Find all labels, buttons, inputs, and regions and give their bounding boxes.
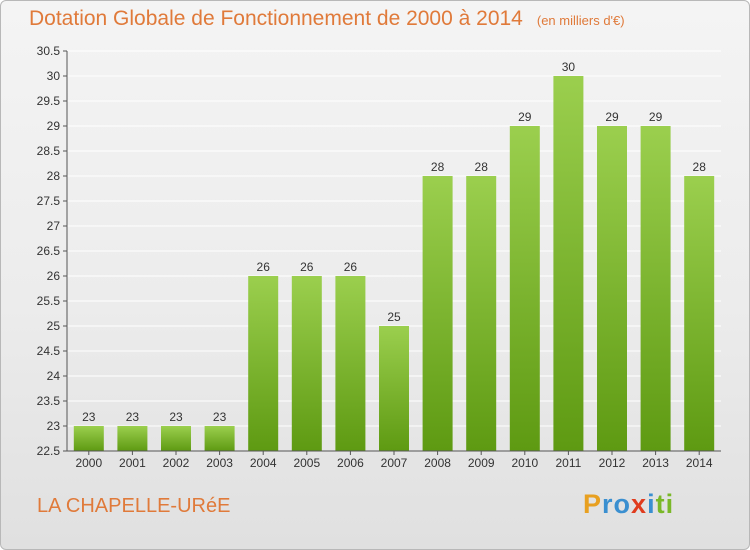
bar-2010 [509, 126, 540, 451]
data-label-2012: 29 [605, 110, 619, 124]
x-tick-label-2000: 2000 [75, 456, 102, 470]
chart-unit-label: (en milliers d'€) [536, 13, 625, 28]
data-label-2005: 26 [300, 260, 314, 274]
logo-letter: o [613, 489, 632, 519]
x-tick-label-2012: 2012 [599, 456, 626, 470]
bar-2006 [335, 276, 366, 451]
data-label-2008: 28 [431, 160, 445, 174]
y-tick-label: 27 [47, 219, 61, 233]
logo-letter: i [665, 489, 675, 519]
proxiti-logo[interactable]: Proxiti [583, 489, 674, 520]
logo-letter: i [647, 489, 656, 519]
bar-2008 [422, 176, 453, 451]
x-tick-label-2005: 2005 [293, 456, 320, 470]
x-tick-label-2013: 2013 [642, 456, 669, 470]
bar-2013 [640, 126, 671, 451]
bar-2001 [117, 426, 148, 451]
x-tick-label-2003: 2003 [206, 456, 233, 470]
axes: 22.5 23 23.5 24 24.5 25 25.5 26 26.5 27 27.5 28 28.5… [37, 44, 721, 470]
bar-2011 [553, 76, 584, 451]
bar-2007 [379, 326, 409, 451]
y-tick-label: 28 [47, 169, 61, 183]
x-tick-label-2002: 2002 [163, 456, 190, 470]
y-tick-label: 24.5 [37, 344, 61, 358]
data-label-2006: 26 [344, 260, 358, 274]
bar-2000 [73, 426, 104, 451]
data-label-2013: 29 [649, 110, 663, 124]
data-label-2004: 26 [257, 260, 271, 274]
x-tick-label-2009: 2009 [468, 456, 495, 470]
data-label-2009: 28 [475, 160, 489, 174]
bar-2003 [204, 426, 235, 451]
data-label-2001: 23 [126, 410, 140, 424]
logo-letter: x [631, 489, 648, 519]
data-label-2000: 23 [82, 410, 96, 424]
data-labels: 23 23 23 23 26 26 26 25 28 28 29 30 29 29 28 [82, 60, 706, 424]
bar-2012 [597, 126, 627, 451]
y-tick-label: 29.5 [37, 94, 61, 108]
x-tick-label-2001: 2001 [119, 456, 146, 470]
y-tick-label: 25.5 [37, 294, 61, 308]
y-tick-label: 26.5 [37, 244, 61, 258]
y-tick-label: 22.5 [37, 444, 61, 458]
logo-letter: P [583, 489, 603, 519]
y-tick-label: 26 [47, 269, 61, 283]
chart-title: Dotation Globale de Fonctionnement de 20… [29, 7, 523, 30]
y-tick-label: 30 [47, 69, 61, 83]
y-tick-label: 27.5 [37, 194, 61, 208]
data-label-2003: 23 [213, 410, 227, 424]
bar-2002 [161, 426, 191, 451]
logo-letter: r [602, 489, 614, 519]
x-tick-label-2011: 2011 [555, 456, 581, 470]
x-tick-label-2010: 2010 [511, 456, 538, 470]
y-tick-label: 30.5 [37, 44, 61, 58]
y-tick-label: 29 [47, 119, 61, 133]
bar-2009 [466, 176, 497, 451]
bar-2005 [291, 276, 322, 451]
data-label-2010: 29 [518, 110, 532, 124]
x-tick-label-2004: 2004 [250, 456, 277, 470]
data-label-2014: 28 [693, 160, 707, 174]
bar-2004 [248, 276, 279, 451]
x-tick-label-2006: 2006 [337, 456, 364, 470]
logo-letter: t [655, 489, 666, 519]
y-tick-label: 25 [47, 319, 61, 333]
bars [73, 76, 715, 451]
x-tick-label-2014: 2014 [686, 456, 713, 470]
y-tick-label: 23.5 [37, 394, 61, 408]
data-label-2007: 25 [387, 310, 401, 324]
data-label-2011: 30 [562, 60, 576, 74]
x-tick-label-2008: 2008 [424, 456, 451, 470]
city-name: LA CHAPELLE-URéE [37, 495, 231, 517]
chart-title-block: Dotation Globale de Fonctionnement de 20… [29, 7, 625, 31]
bar-2014 [684, 176, 715, 451]
data-label-2002: 23 [169, 410, 183, 424]
y-tick-label: 24 [47, 369, 61, 383]
y-tick-label: 28.5 [37, 144, 61, 158]
x-tick-label-2007: 2007 [381, 456, 408, 470]
y-tick-label: 23 [47, 419, 61, 433]
